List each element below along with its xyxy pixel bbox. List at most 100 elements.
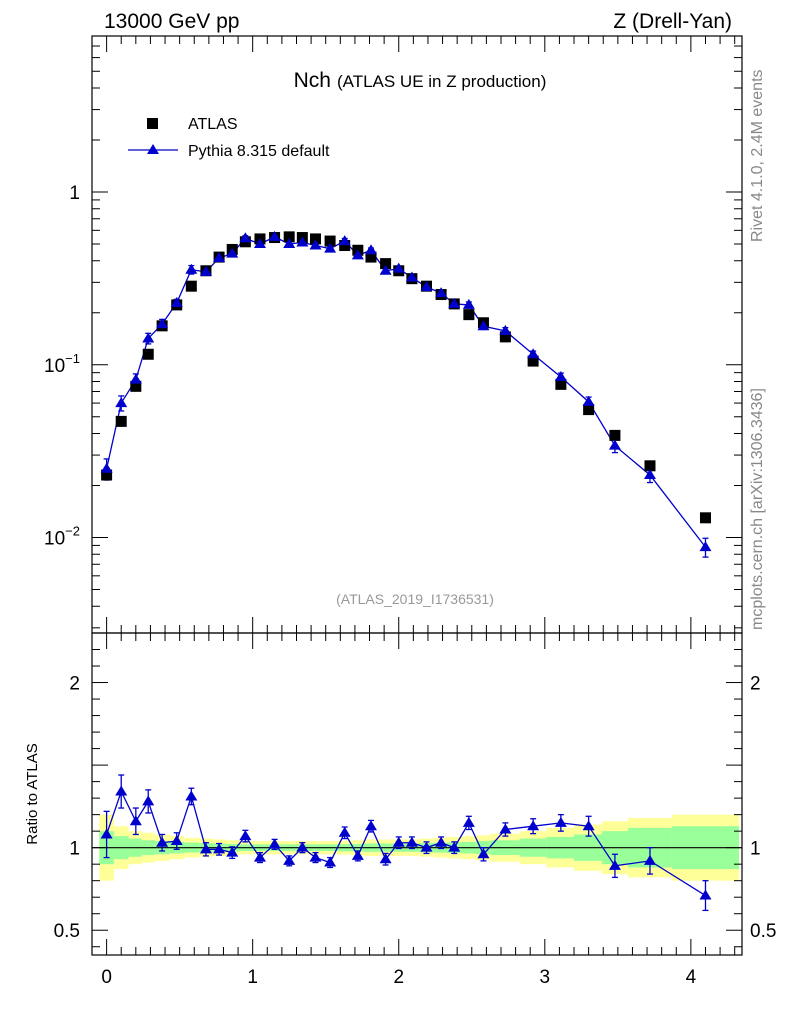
- legend-data-label: ATLAS: [188, 116, 238, 133]
- ratio-xtick-label: 2: [393, 967, 404, 988]
- ratio-point: [527, 820, 540, 831]
- mc-point: [309, 239, 322, 250]
- data-point: [339, 240, 351, 252]
- ratio-point: [338, 826, 351, 837]
- data-point: [130, 380, 142, 392]
- chart-title-sub: (ATLAS UE in Z production): [337, 72, 546, 91]
- ratio-point: [420, 841, 433, 852]
- mc-point: [392, 262, 405, 273]
- ratio-point: [268, 838, 281, 849]
- ratio-xtick-label: 0: [101, 967, 112, 988]
- data-point: [324, 235, 336, 247]
- header-right: Z (Drell-Yan): [613, 10, 732, 33]
- data-point: [644, 460, 656, 472]
- ratio-point: [296, 841, 309, 852]
- main-ytick-label-base: 10: [44, 356, 65, 377]
- ratio-xtick-label: 3: [540, 967, 551, 988]
- legend-mc-label: Pythia 8.315 default: [188, 143, 330, 160]
- ratio-point: [100, 828, 113, 839]
- ratio-point: [462, 816, 475, 827]
- mc-point: [435, 287, 448, 298]
- ratio-point: [699, 889, 712, 900]
- mc-point: [239, 232, 252, 243]
- ratio-point: [239, 830, 252, 841]
- ratio-point: [199, 843, 212, 854]
- ratio-point: [324, 856, 337, 867]
- data-point: [527, 355, 539, 367]
- mc-point: [100, 462, 113, 473]
- chart-title-main: Nch: [294, 69, 331, 92]
- mc-point: [142, 332, 155, 343]
- source-label: mcplots.cern.ch [arXiv:1306.3436]: [749, 388, 766, 630]
- ratio-panel: 0.5 0.5 1 1 2 2 0 1 2 3 4 Ratio to ATLAS: [24, 632, 776, 988]
- ratio-ytick-label-right: 0.5: [750, 921, 776, 942]
- main-panel: 110−110−2 Nch (ATLAS UE in Z production) …: [44, 35, 743, 634]
- chart-title: Nch (ATLAS UE in Z production): [294, 69, 547, 92]
- main-ytick-label-exponent: −2: [65, 523, 80, 538]
- mc-point: [213, 251, 226, 262]
- ratio-point: [379, 853, 392, 864]
- data-point: [555, 378, 567, 390]
- ratio-point: [283, 854, 296, 865]
- ratio-point: [142, 795, 155, 806]
- main-ytick-label: 10−2: [44, 523, 80, 549]
- main-ytick-label: 1: [69, 183, 80, 204]
- main-ytick-label-exponent: −1: [65, 351, 80, 366]
- data-point: [185, 280, 197, 292]
- analysis-id: (ATLAS_2019_I1736531): [336, 591, 494, 607]
- ratio-point: [608, 859, 621, 870]
- mc-point: [226, 247, 239, 258]
- data-point: [609, 429, 621, 441]
- mc-point: [199, 265, 212, 276]
- data-point: [699, 512, 711, 524]
- data-point: [499, 331, 511, 343]
- mc-point: [351, 249, 364, 260]
- mc-point: [499, 324, 512, 335]
- ratio-point: [554, 816, 567, 827]
- mc-point: [554, 370, 567, 381]
- ratio-point: [448, 841, 461, 852]
- main-ytick-label-base: 10: [44, 528, 65, 549]
- data-point: [115, 415, 127, 427]
- main-ytick-label-base: 1: [69, 183, 80, 204]
- mc-point: [115, 397, 128, 408]
- mc-point: [268, 230, 281, 241]
- mc-point: [379, 264, 392, 275]
- mc-point: [283, 238, 296, 249]
- ratio-ytick-label-right: 2: [750, 674, 761, 695]
- ratio-frame: [91, 632, 743, 956]
- rivet-label: Rivet 4.1.0, 2.4M events: [749, 69, 766, 242]
- ratio-ytick-label-left: 1: [69, 839, 80, 860]
- ratio-point: [405, 836, 418, 847]
- mc-point: [643, 469, 656, 480]
- mc-point: [253, 238, 266, 249]
- mc-point: [156, 318, 169, 329]
- ratio-point: [392, 836, 405, 847]
- ratio-xtick-label: 4: [686, 967, 697, 988]
- ratio-ytick-label-left: 2: [69, 674, 80, 695]
- ratio-point: [499, 823, 512, 834]
- mc-point: [338, 235, 351, 246]
- data-point: [583, 404, 595, 416]
- ratio-point: [643, 854, 656, 865]
- ratio-point: [226, 846, 239, 857]
- mc-point: [608, 439, 621, 450]
- ratio-point: [477, 848, 490, 859]
- mc-point: [477, 320, 490, 331]
- mc-point: [405, 271, 418, 282]
- data-point: [142, 348, 154, 360]
- mc-point: [324, 242, 337, 253]
- legend: ATLAS Pythia 8.315 default: [128, 116, 330, 160]
- mc-point: [170, 296, 183, 307]
- data-point: [380, 258, 392, 270]
- header-left: 13000 GeV pp: [104, 10, 239, 33]
- ratio-ytick-label-left: 0.5: [54, 921, 80, 942]
- main-ytick-label: 10−1: [44, 351, 80, 377]
- ratio-point: [364, 820, 377, 831]
- ratio-ytick-label-right: 1: [750, 839, 761, 860]
- mc-point: [462, 298, 475, 309]
- mc-point: [129, 373, 142, 384]
- data-point: [463, 309, 475, 321]
- legend-mc-marker: [147, 144, 159, 154]
